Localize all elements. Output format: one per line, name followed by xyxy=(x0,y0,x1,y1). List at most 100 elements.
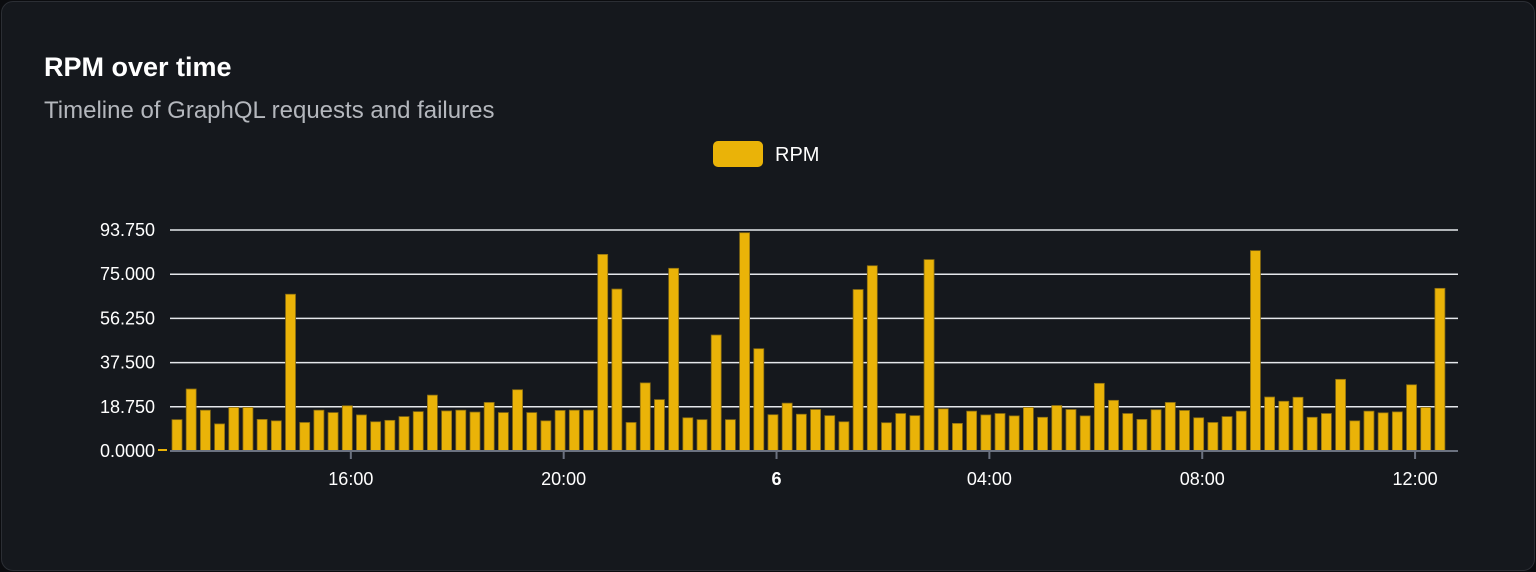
bar-rpm[interactable] xyxy=(1250,250,1261,452)
bar-rpm[interactable] xyxy=(668,267,680,452)
bar-rpm[interactable] xyxy=(1363,410,1375,452)
bar-rpm[interactable] xyxy=(299,422,311,452)
bar-rpm[interactable] xyxy=(852,289,864,452)
bar-rpm[interactable] xyxy=(1065,409,1077,452)
bar-rpm[interactable] xyxy=(1420,406,1432,452)
bar-rpm[interactable] xyxy=(1292,396,1304,452)
bar-rpm[interactable] xyxy=(682,417,694,452)
y-tick-label: 18.750 xyxy=(100,397,155,417)
bar-rpm[interactable] xyxy=(1320,413,1332,452)
bar-rpm[interactable] xyxy=(1377,412,1389,452)
bar-rpm[interactable] xyxy=(228,406,240,452)
bar-rpm[interactable] xyxy=(1093,382,1105,452)
bar-rpm[interactable] xyxy=(1079,415,1091,452)
bar-rpm[interactable] xyxy=(313,409,325,452)
bar-rpm[interactable] xyxy=(214,423,225,452)
bar-rpm[interactable] xyxy=(639,382,651,452)
bar-rpm[interactable] xyxy=(1136,419,1148,452)
bar-rpm[interactable] xyxy=(696,419,708,452)
bar-rpm[interactable] xyxy=(285,293,296,452)
bar-rpm[interactable] xyxy=(483,402,495,452)
bar-rpm[interactable] xyxy=(1406,384,1417,452)
bar-rpm[interactable] xyxy=(497,412,509,452)
x-tick-label: 04:00 xyxy=(967,469,1012,489)
bar-rpm[interactable] xyxy=(1008,415,1020,452)
x-tick-label: 12:00 xyxy=(1393,469,1438,489)
bar-rpm[interactable] xyxy=(171,419,183,452)
x-tick-label: 20:00 xyxy=(541,469,586,489)
bar-rpm[interactable] xyxy=(1023,406,1034,452)
bar-rpm[interactable] xyxy=(1335,378,1346,452)
bar-rpm[interactable] xyxy=(909,415,921,452)
bar-rpm[interactable] xyxy=(1306,416,1318,452)
bar-rpm[interactable] xyxy=(384,419,396,452)
bar-rpm[interactable] xyxy=(341,405,353,452)
bar-rpm[interactable] xyxy=(526,412,538,452)
bar-rpm[interactable] xyxy=(398,416,410,452)
bar-rpm[interactable] xyxy=(1264,396,1276,452)
bar-rpm[interactable] xyxy=(469,411,481,452)
bar-rpm[interactable] xyxy=(866,265,878,452)
bar-rpm[interactable] xyxy=(753,348,765,452)
bar-rpm[interactable] xyxy=(1179,410,1190,452)
bar-rpm[interactable] xyxy=(994,413,1006,452)
bar-rpm[interactable] xyxy=(427,394,438,452)
bar-rpm[interactable] xyxy=(568,409,580,452)
bar-rpm[interactable] xyxy=(966,410,978,452)
bar-rpm[interactable] xyxy=(583,409,594,452)
bar-rpm[interactable] xyxy=(1150,409,1162,452)
bar-rpm[interactable] xyxy=(540,420,552,452)
bar-rpm[interactable] xyxy=(1235,410,1247,452)
bar-rpm[interactable] xyxy=(838,421,850,452)
bar-rpm[interactable] xyxy=(895,413,907,452)
bar-rpm[interactable] xyxy=(767,414,779,452)
x-tick-label: 08:00 xyxy=(1180,469,1225,489)
y-tick-label: 93.750 xyxy=(100,220,155,240)
bar-rpm[interactable] xyxy=(185,388,197,452)
bar-rpm[interactable] xyxy=(1278,400,1290,452)
bar-rpm[interactable] xyxy=(1193,417,1205,452)
legend[interactable]: RPM xyxy=(713,141,819,167)
bar-rpm[interactable] xyxy=(1434,287,1446,452)
bar-rpm[interactable] xyxy=(725,419,736,452)
bar-rpm[interactable] xyxy=(881,422,892,452)
bar-rpm[interactable] xyxy=(1221,416,1233,452)
bar-rpm[interactable] xyxy=(795,413,807,452)
y-tick-label: 0.0000 xyxy=(100,441,155,461)
bar-rpm[interactable] xyxy=(455,409,467,452)
bar-rpm[interactable] xyxy=(256,419,268,452)
bar-rpm[interactable] xyxy=(597,253,609,452)
bar-rpm[interactable] xyxy=(654,399,665,452)
bar-rpm[interactable] xyxy=(242,406,254,452)
bar-rpm[interactable] xyxy=(710,334,722,452)
bar-rpm[interactable] xyxy=(611,288,623,452)
bar-rpm[interactable] xyxy=(1349,420,1361,452)
bar-rpm[interactable] xyxy=(554,410,566,452)
bar-rpm[interactable] xyxy=(625,422,637,452)
bar-rpm[interactable] xyxy=(412,411,424,452)
bar-rpm[interactable] xyxy=(1207,422,1219,452)
bar-rpm[interactable] xyxy=(327,412,339,452)
bar-rpm[interactable] xyxy=(937,408,949,452)
bar-rpm[interactable] xyxy=(810,409,821,452)
bar-rpm[interactable] xyxy=(1122,413,1134,452)
bar-rpm[interactable] xyxy=(199,409,211,452)
bar-rpm[interactable] xyxy=(1051,405,1063,452)
bar-rpm[interactable] xyxy=(952,423,963,452)
x-tick-label: 16:00 xyxy=(328,469,373,489)
bar-rpm[interactable] xyxy=(1037,416,1048,452)
bar-rpm[interactable] xyxy=(824,415,836,452)
bar-rpm[interactable] xyxy=(356,414,367,452)
bar-rpm[interactable] xyxy=(980,414,992,452)
bar-rpm[interactable] xyxy=(1164,402,1176,452)
bar-rpm[interactable] xyxy=(739,232,750,452)
bar-rpm[interactable] xyxy=(270,420,282,452)
bar-rpm[interactable] xyxy=(512,389,523,452)
bar-rpm[interactable] xyxy=(441,410,453,452)
bar-rpm[interactable] xyxy=(1391,411,1403,452)
bar-rpm[interactable] xyxy=(1108,399,1119,452)
bar-rpm[interactable] xyxy=(370,421,382,452)
bar-rpm[interactable] xyxy=(781,402,793,452)
bar-rpm[interactable] xyxy=(923,259,935,452)
